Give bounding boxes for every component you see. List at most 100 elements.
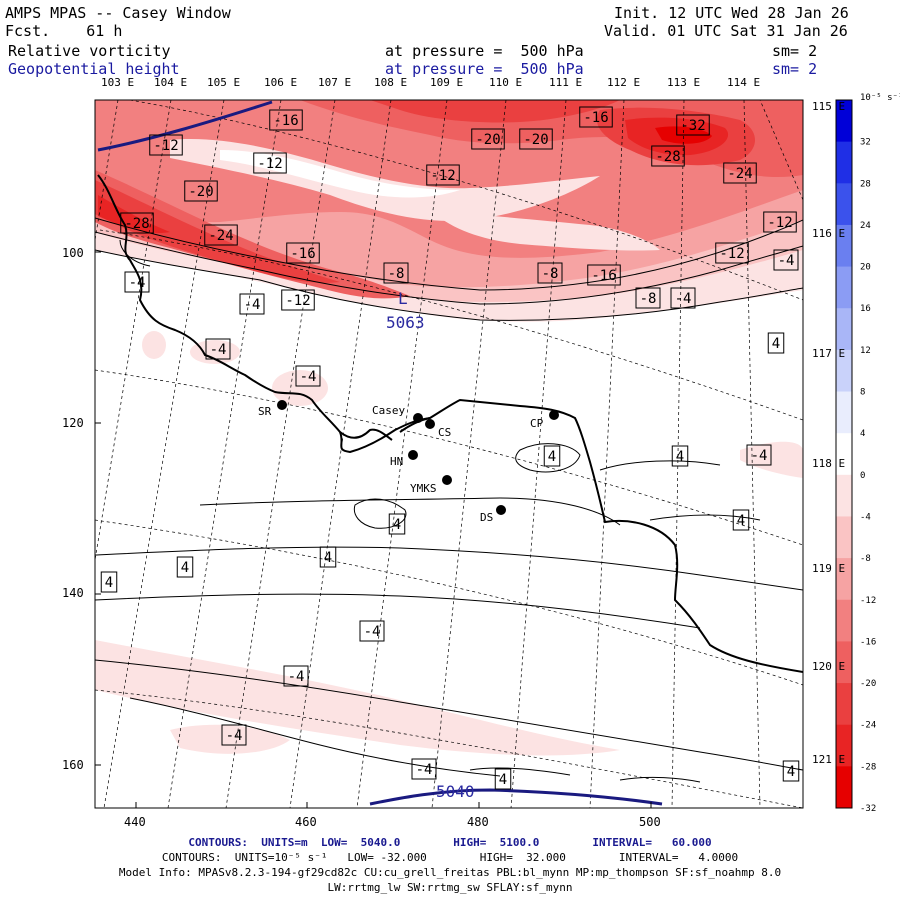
contour-label: -16 — [290, 246, 315, 262]
y-axis-label: 160 — [62, 758, 84, 772]
colorbar-swatch — [836, 641, 852, 684]
contour-label-box — [723, 162, 757, 184]
map-frame — [94, 99, 804, 809]
footer-vorticity-contours: CONTOURS: UNITS=10⁻⁵ s⁻¹ LOW= -32.000 HI… — [161, 851, 739, 864]
footer-model-info-2: LW:rrtmg_lw SW:rrtmg_sw SFLAY:sf_mynn — [327, 881, 573, 894]
x-axis-label: 440 — [124, 815, 146, 829]
lon-label: 109 E — [430, 76, 464, 89]
colorbar-label: -16 — [860, 637, 876, 647]
y-axis-label: 120 — [62, 416, 84, 430]
coastline — [97, 174, 803, 673]
colorbar-label: 8 — [860, 388, 865, 398]
station-label: Casey — [372, 404, 405, 417]
x-axis-label: 480 — [467, 815, 489, 829]
station-marker-ds — [496, 505, 506, 515]
lon-label: 105 E — [207, 76, 241, 89]
height-contour-label: 5040 — [436, 782, 475, 801]
contour-label: -16 — [583, 110, 608, 126]
contour-label-box — [100, 571, 118, 593]
contour-label-box — [763, 211, 797, 233]
colorbar-swatch — [836, 766, 852, 809]
lon-label: 108 E — [374, 76, 408, 89]
field2-level: at pressure = 500 hPa — [385, 60, 584, 78]
lon-label: 104 E — [154, 76, 188, 89]
x-axis-label: 460 — [295, 815, 317, 829]
contour-label-box — [281, 289, 315, 311]
contour-label: -12 — [153, 138, 178, 154]
contour-label: -4 — [210, 342, 227, 358]
lon-label: 121 E — [812, 753, 845, 766]
lon-label: 112 E — [607, 76, 641, 89]
footer-height-contours: CONTOURS: UNITS=m LOW= 5040.0 HIGH= 5100… — [188, 836, 712, 849]
colorbar-swatch — [836, 183, 852, 226]
contour-label: -20 — [475, 132, 500, 148]
contour-label-box — [253, 152, 287, 174]
lon-label: 117 E — [812, 347, 845, 360]
contour-label: -4 — [129, 275, 146, 291]
valid-time: Valid. 01 UTC Sat 31 Jan 26 — [604, 22, 848, 40]
contour-label: -20 — [523, 132, 548, 148]
contour-label-box — [359, 620, 385, 642]
forecast-hour: Fcst. 61 h — [5, 22, 123, 40]
contour-label-box — [670, 287, 696, 309]
lon-label: 113 E — [667, 76, 701, 89]
contour-label: -12 — [257, 156, 282, 172]
contour-label-box — [676, 114, 710, 136]
station-label: HN — [390, 455, 403, 468]
lon-label: 118 E — [812, 457, 845, 470]
x-axis-label: 500 — [639, 815, 661, 829]
colorbar-label: 20 — [860, 263, 871, 273]
contour-label: -12 — [430, 168, 455, 184]
init-time: Init. 12 UTC Wed 28 Jan 26 — [614, 4, 849, 22]
contour-label-box — [286, 242, 320, 264]
vorticity-shading — [95, 100, 803, 756]
station-marker-cp — [549, 410, 559, 420]
contour-label-box — [543, 445, 561, 467]
lon-label: 114 E — [727, 76, 761, 89]
contour-label-box — [426, 164, 460, 186]
lon-label: 110 E — [489, 76, 523, 89]
contour-label-box — [204, 224, 238, 246]
colorbar-swatch — [836, 516, 852, 559]
contour-label-box — [383, 262, 409, 284]
field2-name: Geopotential height — [8, 60, 180, 78]
contour-label-box — [184, 180, 218, 202]
lon-label: 120 E — [812, 660, 845, 673]
contour-label-box — [221, 724, 247, 746]
contour-label: -4 — [244, 297, 261, 313]
contour-label-box — [537, 262, 563, 284]
lon-label: 116 E — [812, 227, 845, 240]
station-labels: SR Casey CS CP HN YMKS DS — [258, 404, 544, 524]
contour-label-box — [782, 760, 800, 782]
colorbar-swatch — [836, 558, 852, 601]
field1-sm: sm= 2 — [772, 42, 818, 60]
colorbar-label: 16 — [860, 304, 871, 314]
map-title: AMPS MPAS -- Casey Window — [5, 4, 231, 22]
y-axis-label: 100 — [62, 246, 84, 260]
station-label: SR — [258, 405, 272, 418]
low-marker: L — [398, 289, 408, 308]
contour-label: -16 — [273, 113, 298, 129]
colorbar-swatch — [836, 100, 852, 143]
contour-label-box — [587, 264, 621, 286]
colorbar-label: 28 — [860, 179, 871, 189]
station-marker-hn — [408, 450, 418, 460]
contour-label: -32 — [680, 118, 705, 134]
contour-label-box — [519, 128, 553, 150]
field1-name: Relative vorticity — [8, 42, 171, 60]
contour-label: -8 — [640, 291, 657, 307]
lon-label: 107 E — [318, 76, 352, 89]
colorbar-swatch — [836, 724, 852, 767]
contour-label-box — [767, 332, 785, 354]
y-axis-label: 140 — [62, 586, 84, 600]
lon-label: 111 E — [549, 76, 583, 89]
contour-label: -4 — [751, 448, 768, 464]
contour-label-box — [715, 242, 749, 264]
colorbar-label: -24 — [860, 721, 876, 731]
contour-label: -24 — [208, 228, 233, 244]
colorbar-label: -28 — [860, 762, 876, 772]
colorbar-swatch — [836, 599, 852, 642]
contour-label: 4 — [181, 560, 189, 576]
colorbar-unit: 10⁻⁵ s⁻¹ — [860, 93, 900, 103]
colorbar-label: -12 — [860, 596, 876, 606]
